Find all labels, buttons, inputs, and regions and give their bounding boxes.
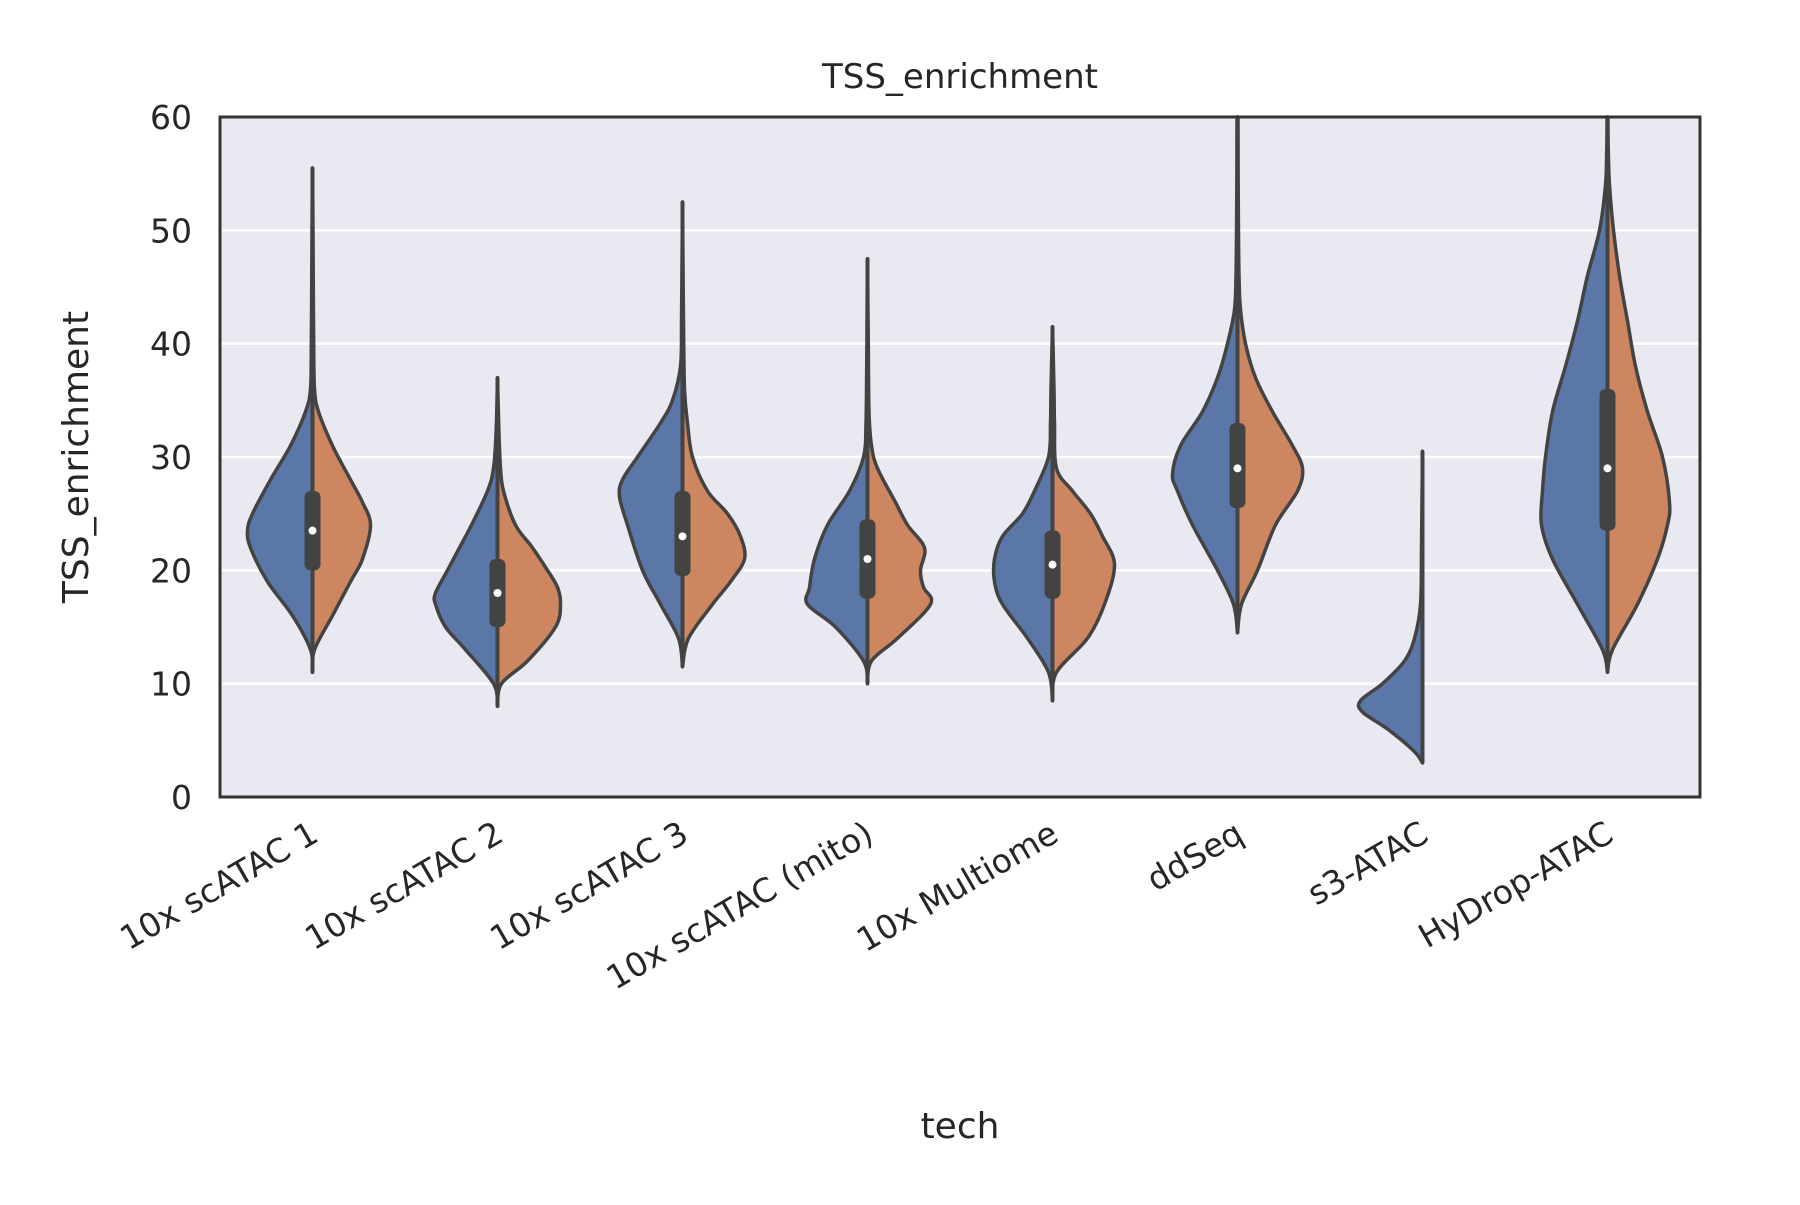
x-axis-label: tech xyxy=(921,1106,1000,1147)
y-axis-label: TSS_enrichment xyxy=(56,311,97,604)
plot-frame xyxy=(218,115,1702,799)
y-tick-labels: 0 10 20 30 40 50 60 xyxy=(150,98,192,817)
y-tick-label: 40 xyxy=(150,325,192,364)
violin-right-half xyxy=(1605,115,1672,675)
x-tick-label: s3-ATAC xyxy=(1301,813,1435,913)
violin-left-half xyxy=(1539,115,1610,675)
x-tick-label: 10x scATAC 1 xyxy=(113,813,324,958)
x-tick-label: 10x Multiome xyxy=(850,813,1065,959)
violin-group xyxy=(991,324,1117,703)
violin-group xyxy=(1356,449,1425,765)
violin-group xyxy=(245,166,373,675)
median-dot xyxy=(1233,464,1242,473)
x-tick-label: 10x scATAC 2 xyxy=(298,813,509,958)
violin-group xyxy=(617,200,747,669)
violins xyxy=(245,115,1672,765)
median-dot xyxy=(678,532,687,541)
iqr-box xyxy=(1599,389,1616,531)
violin-group xyxy=(804,256,934,686)
violin-group xyxy=(1170,115,1305,635)
violin-left-half xyxy=(432,375,500,709)
chart-title: TSS_enrichment xyxy=(821,57,1098,97)
median-dot xyxy=(1603,464,1612,473)
violin-group xyxy=(1539,115,1672,675)
y-tick-label: 0 xyxy=(171,778,192,817)
y-tick-label: 50 xyxy=(150,211,192,250)
median-dot xyxy=(493,589,502,597)
y-tick-label: 20 xyxy=(150,551,192,590)
x-tick-label: HyDrop-ATAC xyxy=(1412,813,1620,956)
violin-right-half xyxy=(495,375,563,709)
y-tick-label: 10 xyxy=(150,665,192,704)
median-dot xyxy=(1048,560,1057,569)
y-tick-label: 60 xyxy=(150,98,192,137)
median-dot xyxy=(863,555,872,563)
x-tick-label: ddSeq xyxy=(1140,813,1250,899)
violin-group xyxy=(432,375,563,709)
median-dot xyxy=(308,526,317,535)
y-tick-label: 30 xyxy=(150,438,192,477)
